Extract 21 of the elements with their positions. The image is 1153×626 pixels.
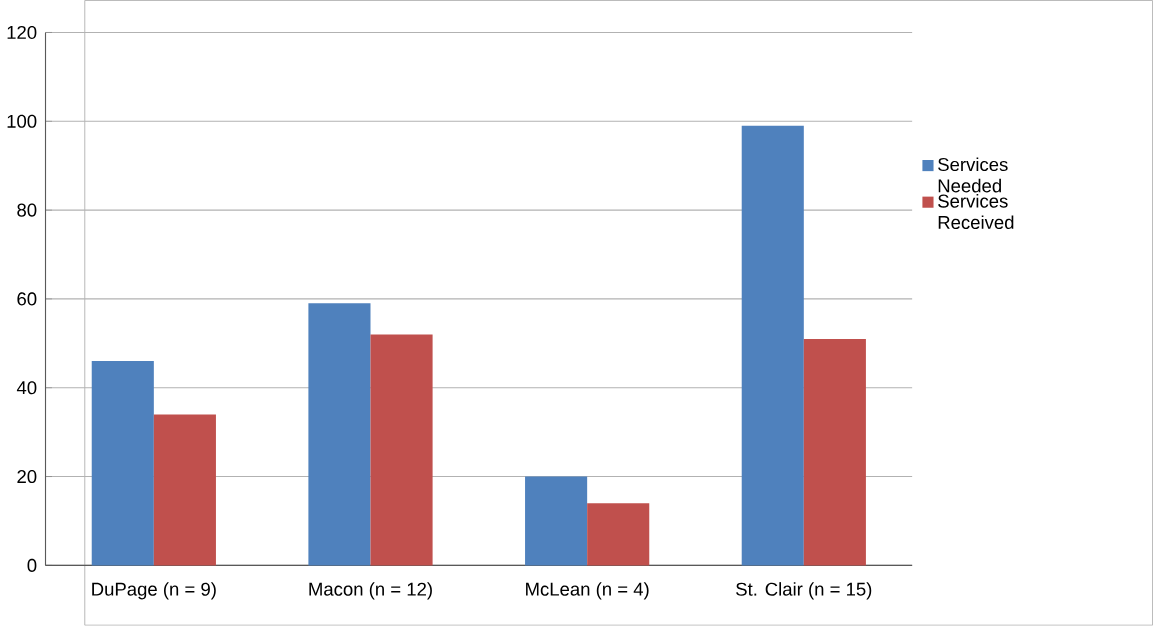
bar (308, 303, 371, 566)
y-tick-label: 40 (16, 381, 37, 395)
x-tick-label: DuPage (n = 9) (92, 582, 216, 600)
y-tick-label: 120 (7, 26, 37, 40)
bar (525, 476, 588, 566)
y-tick-label: 80 (17, 203, 37, 217)
y-tick-label: 20 (17, 470, 37, 484)
bar (803, 339, 866, 566)
y-tick-label: 0 (27, 559, 37, 573)
legend-label: Services Received (938, 194, 1014, 230)
legend-label: Services Needed (938, 157, 1008, 193)
x-tick-label: St. Clair (n = 15) (736, 582, 872, 600)
x-tick-label: Macon (n = 12) (309, 582, 432, 600)
y-tick-label: 100 (7, 114, 37, 128)
bar (587, 503, 650, 566)
bar (370, 334, 433, 566)
bar (741, 125, 804, 566)
x-tick-label: McLean (n = 4) (526, 582, 649, 600)
bar (153, 414, 216, 566)
y-tick-label: 60 (17, 292, 37, 306)
bar (91, 361, 154, 566)
